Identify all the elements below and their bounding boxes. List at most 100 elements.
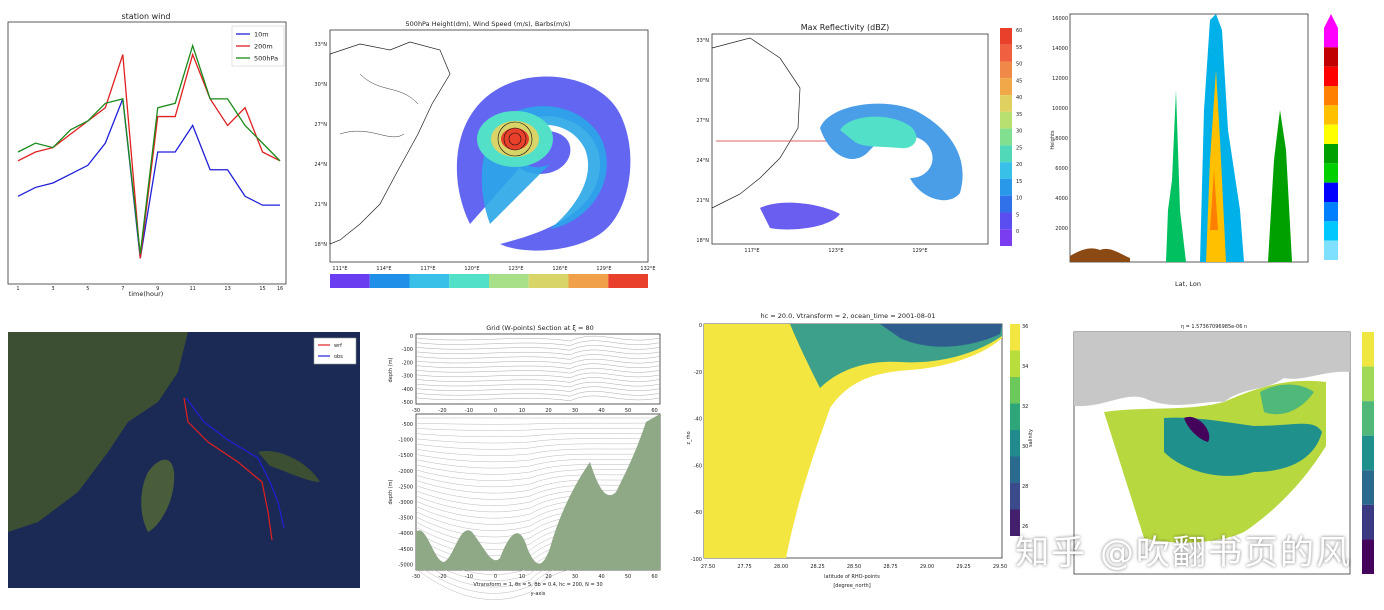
x-tick-label: 10 <box>519 574 525 580</box>
salinity-section: hc = 20.0, Vtransform = 2, ocean_time = … <box>680 308 1040 598</box>
lon-tick-label: 123°E <box>828 248 843 254</box>
legend-label: 200m <box>254 43 273 51</box>
y-tick-label: -1500 <box>398 453 413 459</box>
estuary-svg: η = 1.57367096985e-06 n <box>1073 324 1374 575</box>
y-ticks: 0 -100 -200 -300 -400 -500 -500 -1000 -1500 -2000… <box>388 334 413 568</box>
sigma-level <box>415 457 661 469</box>
colorbar-swatch <box>1324 163 1338 183</box>
x-tick-label: 0 <box>494 408 497 414</box>
sigma-level <box>415 381 661 388</box>
x-ticks: 27.50 27.75 28.00 28.25 28.50 28.75 29.00 29.25… <box>701 564 1007 570</box>
colorbar-tick: 55 <box>1016 45 1022 51</box>
x-tick-label: 20 <box>545 408 551 414</box>
y-tick-label: -300 <box>402 374 413 380</box>
legend-obs-label: obs <box>334 354 343 360</box>
sigma-level <box>415 363 661 369</box>
sigma-level <box>415 354 661 360</box>
colorbar-swatch <box>409 274 450 288</box>
lat-tick-label: 33°N <box>314 42 327 48</box>
colorbar-tick: 30 <box>1022 444 1028 450</box>
sigma-level <box>415 391 661 397</box>
sigma-level <box>415 472 661 488</box>
colorbar-swatch <box>1000 162 1012 179</box>
y-tick-label: 0 <box>699 323 702 329</box>
echo-column <box>1268 110 1292 262</box>
estuary-map: η = 1.57367096985e-06 n <box>1064 322 1380 584</box>
colorbar-swatch <box>1324 105 1338 125</box>
colorbar-swatch <box>1324 202 1338 222</box>
colorbar-swatch <box>1010 350 1020 377</box>
colorbar-swatch <box>1324 144 1338 164</box>
lon-tick-label: 111°E <box>332 266 347 272</box>
y-tick-label: -100 <box>402 347 413 353</box>
section-title: hc = 20.0, Vtransform = 2, ocean_time = … <box>761 312 936 320</box>
colorbar-swatch <box>1324 221 1338 241</box>
colorbar-tick: 20 <box>1016 162 1022 168</box>
lon-tick-label: 120°E <box>464 266 479 272</box>
province-borders <box>339 73 419 138</box>
x-tick-label: 28.25 <box>810 564 824 570</box>
lat-labels: 33°N 30°N 27°N 24°N 21°N 18°N <box>314 42 327 248</box>
sigma-level <box>415 482 661 500</box>
section-footer: Vtransform = 1, θs = 5, θb = 0.4, hc = 2… <box>473 582 602 588</box>
lon-tick-label: 129°E <box>912 248 927 254</box>
height-contour <box>497 121 533 157</box>
coastline <box>711 37 801 209</box>
echo-column <box>1166 90 1186 262</box>
coastline <box>329 41 451 245</box>
colorbar-tick: 45 <box>1016 78 1022 84</box>
bathymetry <box>416 414 660 570</box>
sigma-level <box>415 345 661 351</box>
lon-labels: 111°E 114°E 117°E 120°E 123°E 126°E 129°E 132°E <box>332 266 655 272</box>
colorbar-tick: 0 <box>1016 229 1019 235</box>
legend: 10m 200m 500hPa <box>231 25 285 67</box>
land <box>1074 332 1350 407</box>
x-tick-label: 5 <box>86 286 89 292</box>
colorbar-swatch <box>1000 195 1012 213</box>
colorbar-swatch <box>608 274 648 288</box>
colorbar-swatch <box>1010 483 1020 510</box>
colorbar-swatch <box>1000 145 1012 163</box>
section-title: Grid (W-points) Section at ξ = 80 <box>486 324 594 332</box>
colorbar-swatch <box>1362 401 1374 436</box>
lat-tick-label: 21°N <box>314 202 327 208</box>
lat-tick-label: 27°N <box>696 118 709 124</box>
colorbar-tick: 25 <box>1016 145 1022 151</box>
x-axis-label: time(hour) <box>129 290 164 298</box>
y-tick-label: -20 <box>694 370 702 376</box>
colorbar-swatch <box>1362 539 1374 574</box>
legend-label: 500hPa <box>254 55 278 63</box>
x-tick-label: 16 <box>277 286 283 292</box>
salinity-svg: hc = 20.0, Vtransform = 2, ocean_time = … <box>686 312 1034 589</box>
lon-tick-label: 132°E <box>640 266 655 272</box>
y-tick-label: 2000 <box>1055 226 1068 232</box>
sigma-level <box>415 395 661 402</box>
y-tick-label: -80 <box>694 510 702 516</box>
x-axis-label: latitude of RHO-points <box>824 574 880 580</box>
grid-section: Grid (W-points) Section at ξ = 80 0 -100 -… <box>380 322 670 600</box>
colorbar-tick: 36 <box>1022 324 1028 330</box>
y-tick-label: -40 <box>694 417 702 423</box>
lon-tick-label: 117°E <box>420 266 435 272</box>
map-title: Max Reflectivity (dBZ) <box>801 23 890 32</box>
taiwan <box>141 459 175 532</box>
colorbar-swatch <box>1362 504 1374 540</box>
colorbar-tick: 30 <box>1016 129 1022 135</box>
x-tick-label: -20 <box>438 408 446 414</box>
sigma-level <box>415 377 661 383</box>
top-frame <box>415 333 661 405</box>
y-tick-label: -500 <box>402 422 413 428</box>
colorbar-tick: 32 <box>1022 404 1028 410</box>
vertical-section-svg: Lat, Lon Heights 16000 14000 12000 10000 800… <box>1050 13 1338 288</box>
x-tick-label: 60 <box>651 574 657 580</box>
colorbar-swatch <box>1010 509 1020 536</box>
x-tick-label: 1 <box>16 286 19 292</box>
colorbar-swatch <box>1000 212 1012 230</box>
x-tick-label: 3 <box>51 286 54 292</box>
x-tick-label: 40 <box>598 574 604 580</box>
colorbar-swatch <box>1324 66 1338 86</box>
colorbar-swatch <box>1362 470 1374 505</box>
sigma-level <box>415 335 661 342</box>
y-tick-label: -1000 <box>398 438 413 444</box>
sigma-level <box>415 422 661 425</box>
